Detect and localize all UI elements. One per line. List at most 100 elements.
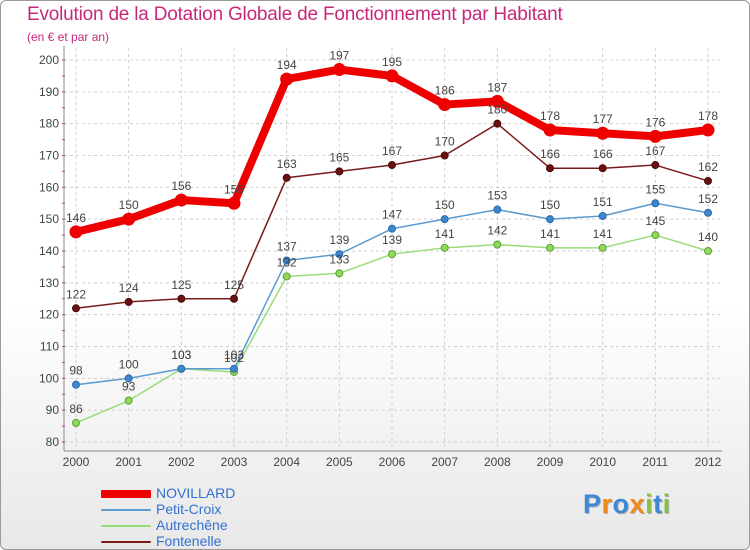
legend-item-petit-croix[interactable]: Petit-Croix [101, 501, 301, 518]
y-tick-label: 120 [39, 308, 59, 322]
proxiti-logo[interactable]: Proxiti [583, 489, 671, 520]
y-tick-label: 170 [39, 149, 59, 163]
x-tick-label: 2005 [326, 455, 353, 469]
data-point-fontenelle [440, 151, 449, 160]
logo-letter: i [645, 489, 654, 519]
data-point-petit-croix [124, 374, 133, 383]
chart-legend: NOVILLARD Petit-Croix Autrechêne Fontene… [101, 485, 301, 549]
y-tick-label: 190 [39, 85, 59, 99]
data-point-petit-croix [230, 364, 238, 373]
y-tick-label: 140 [39, 244, 59, 258]
data-label-fontenelle: 167 [645, 144, 665, 158]
data-label-fontenelle: 165 [329, 150, 349, 164]
data-point-petit-croix [704, 208, 712, 217]
data-label-novillard: 150 [119, 198, 139, 212]
data-point-autrechene [440, 243, 449, 252]
data-point-fontenelle [704, 176, 712, 185]
data-point-petit-croix [598, 211, 607, 220]
x-tick-label: 2006 [379, 455, 406, 469]
data-point-fontenelle [177, 294, 186, 303]
x-tick-label: 2012 [695, 455, 722, 469]
data-point-fontenelle [651, 161, 660, 170]
legend-item-autrechene[interactable]: Autrechêne [101, 517, 301, 534]
data-point-autrechene [546, 243, 554, 252]
legend-swatch-petit-croix [101, 509, 151, 511]
data-point-autrechene [124, 396, 133, 405]
data-label-novillard: 177 [593, 112, 613, 126]
data-label-autrechene: 86 [69, 402, 83, 416]
data-point-novillard [280, 72, 294, 86]
data-point-petit-croix [72, 380, 80, 389]
data-label-fontenelle: 124 [119, 281, 139, 295]
data-label-novillard: 194 [277, 58, 297, 72]
data-label-autrechene: 141 [540, 227, 560, 241]
data-point-autrechene [651, 231, 660, 240]
logo-letter: t [653, 489, 663, 519]
data-point-petit-croix [546, 215, 554, 224]
chart-subtitle: (en € et par an) [27, 30, 110, 44]
x-tick-label: 2001 [115, 455, 142, 469]
data-point-autrechene [598, 243, 607, 252]
y-tick-label: 150 [39, 212, 59, 226]
x-tick-label: 2004 [273, 455, 300, 469]
data-point-novillard [596, 126, 610, 140]
data-point-petit-croix [493, 205, 502, 214]
data-label-petit-croix: 153 [487, 189, 507, 203]
legend-label: Petit-Croix [156, 501, 222, 517]
x-tick-label: 2010 [589, 455, 616, 469]
data-label-novillard: 176 [645, 115, 665, 129]
chart-series [69, 63, 715, 427]
data-label-autrechene: 132 [277, 255, 297, 269]
y-tick-label: 160 [39, 180, 59, 194]
data-point-novillard [332, 63, 346, 77]
y-tick-label: 80 [46, 435, 60, 449]
legend-item-fontenelle[interactable]: Fontenelle [101, 533, 301, 549]
data-label-autrechene: 133 [329, 252, 349, 266]
data-label-autrechene: 102 [224, 351, 244, 365]
data-label-fontenelle: 180 [487, 103, 507, 117]
data-point-autrechene [335, 269, 344, 278]
data-point-fontenelle [598, 164, 607, 173]
data-point-fontenelle [493, 119, 502, 128]
data-label-novillard: 178 [698, 109, 718, 123]
data-label-novillard: 197 [329, 49, 349, 63]
data-point-autrechene [704, 247, 712, 255]
data-point-novillard [490, 94, 504, 108]
data-label-fontenelle: 163 [277, 157, 297, 171]
y-tick-label: 180 [39, 117, 59, 131]
data-label-fontenelle: 125 [171, 278, 191, 292]
chart-grid [64, 48, 720, 450]
data-label-petit-croix: 152 [698, 192, 718, 206]
data-point-fontenelle [282, 173, 291, 182]
series-line-autrechene [75, 234, 709, 424]
data-point-fontenelle [124, 297, 133, 306]
data-point-novillard [701, 123, 715, 137]
data-point-petit-croix [651, 199, 660, 208]
data-point-fontenelle [546, 164, 554, 173]
data-label-novillard: 187 [487, 80, 507, 94]
data-label-autrechene: 141 [593, 227, 613, 241]
legend-item-novillard[interactable]: NOVILLARD [101, 485, 301, 502]
data-point-autrechene [282, 272, 291, 281]
legend-label: NOVILLARD [156, 485, 236, 501]
data-label-novillard: 156 [171, 179, 191, 193]
y-tick-label: 90 [46, 403, 60, 417]
data-label-petit-croix: 150 [540, 198, 560, 212]
data-label-petit-croix: 137 [277, 240, 297, 254]
data-label-petit-croix: 155 [645, 182, 665, 196]
x-tick-label: 2009 [537, 455, 564, 469]
x-tick-label: 2008 [484, 455, 511, 469]
data-label-fontenelle: 162 [698, 160, 718, 174]
logo-letter: x [629, 489, 646, 519]
data-point-novillard [438, 98, 452, 112]
data-label-petit-croix: 151 [593, 195, 613, 209]
chart-data-labels: 146 150 156 155 194 197 195 186 187 178 177 176 178 9… [66, 49, 718, 416]
data-label-petit-croix: 139 [329, 233, 349, 247]
data-label-petit-croix: 147 [382, 208, 402, 222]
data-point-novillard [69, 225, 83, 239]
data-point-autrechene [72, 418, 80, 427]
data-point-petit-croix [440, 215, 449, 224]
data-label-fontenelle: 122 [66, 287, 86, 301]
